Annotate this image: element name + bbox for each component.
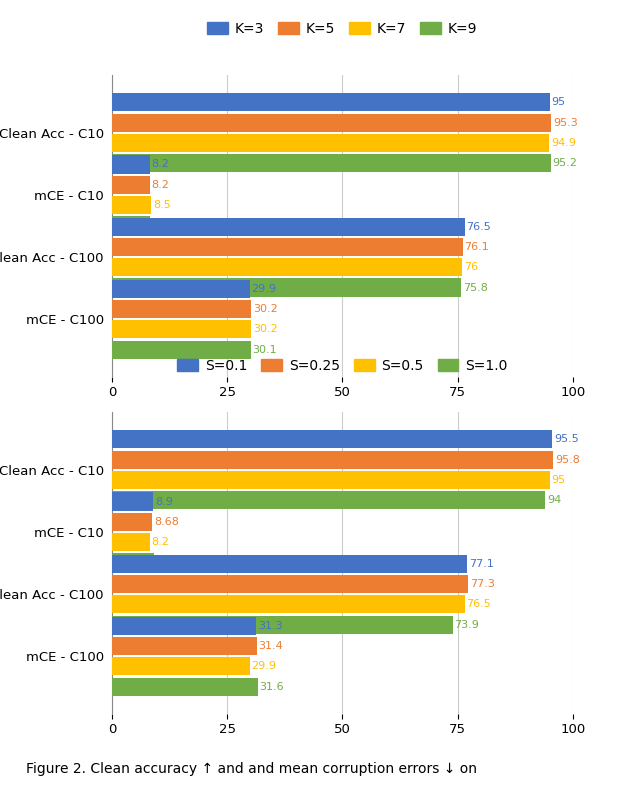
Bar xyxy=(112,196,151,214)
Text: 31.4: 31.4 xyxy=(259,641,284,651)
Bar xyxy=(112,94,550,112)
Text: 8.5: 8.5 xyxy=(153,200,171,210)
Bar xyxy=(112,113,551,132)
Text: 8.2: 8.2 xyxy=(152,159,170,170)
Bar xyxy=(112,340,251,358)
Bar xyxy=(112,533,150,551)
Bar xyxy=(112,492,153,511)
Bar xyxy=(112,677,258,695)
Text: 76: 76 xyxy=(464,262,478,272)
Bar xyxy=(112,280,250,297)
Bar xyxy=(112,300,251,318)
Legend: S=0.1, S=0.25, S=0.5, S=1.0: S=0.1, S=0.25, S=0.5, S=1.0 xyxy=(172,353,513,378)
Bar xyxy=(112,471,550,489)
Bar xyxy=(112,320,251,339)
Bar xyxy=(112,217,465,236)
Text: 76.1: 76.1 xyxy=(465,242,489,252)
Text: 77.3: 77.3 xyxy=(470,579,495,589)
Bar xyxy=(112,596,465,613)
Text: 75.8: 75.8 xyxy=(463,282,488,293)
Text: 31.3: 31.3 xyxy=(258,621,283,630)
Bar xyxy=(112,450,554,469)
Text: 31.6: 31.6 xyxy=(259,682,284,691)
Text: 95: 95 xyxy=(552,98,566,107)
Bar xyxy=(112,492,545,509)
Bar xyxy=(112,554,154,572)
Text: 95.5: 95.5 xyxy=(554,435,579,444)
Bar xyxy=(112,513,152,531)
Bar xyxy=(112,155,550,172)
Text: 8.2: 8.2 xyxy=(152,180,170,190)
Text: 94: 94 xyxy=(547,496,561,505)
Text: 8.9: 8.9 xyxy=(155,496,173,507)
Text: 8.68: 8.68 xyxy=(154,517,179,527)
Bar xyxy=(112,278,461,297)
Bar xyxy=(112,637,257,655)
Text: 30.2: 30.2 xyxy=(253,304,278,314)
Text: 76.5: 76.5 xyxy=(467,221,491,232)
Bar xyxy=(112,575,468,593)
Bar xyxy=(112,615,452,634)
Text: 30.2: 30.2 xyxy=(253,324,278,335)
Bar xyxy=(112,134,549,152)
Bar xyxy=(112,657,250,676)
Text: 8.2: 8.2 xyxy=(152,537,170,547)
Text: 29.9: 29.9 xyxy=(252,661,276,672)
Text: 95.3: 95.3 xyxy=(553,117,578,128)
Bar xyxy=(112,554,467,573)
Text: 29.9: 29.9 xyxy=(252,284,276,293)
Text: 95.8: 95.8 xyxy=(556,454,580,465)
Text: 95: 95 xyxy=(552,475,566,485)
Bar xyxy=(112,176,150,193)
Bar xyxy=(112,617,256,634)
Text: 73.9: 73.9 xyxy=(454,619,479,630)
Bar xyxy=(112,259,462,276)
Text: 9.04: 9.04 xyxy=(156,557,180,568)
Text: 30.1: 30.1 xyxy=(253,345,277,354)
Bar xyxy=(112,216,150,235)
Bar xyxy=(112,238,463,256)
Legend: K=3, K=5, K=7, K=9: K=3, K=5, K=7, K=9 xyxy=(202,16,483,41)
Text: 95.2: 95.2 xyxy=(552,159,577,168)
Text: 8.2: 8.2 xyxy=(152,220,170,231)
Text: 76.5: 76.5 xyxy=(467,600,491,609)
Text: 77.1: 77.1 xyxy=(469,558,494,569)
Bar xyxy=(112,155,150,174)
Bar xyxy=(112,431,552,449)
Text: 94.9: 94.9 xyxy=(551,138,576,148)
Text: Figure 2. Clean accuracy ↑ and and mean corruption errors ↓ on: Figure 2. Clean accuracy ↑ and and mean … xyxy=(26,761,477,776)
